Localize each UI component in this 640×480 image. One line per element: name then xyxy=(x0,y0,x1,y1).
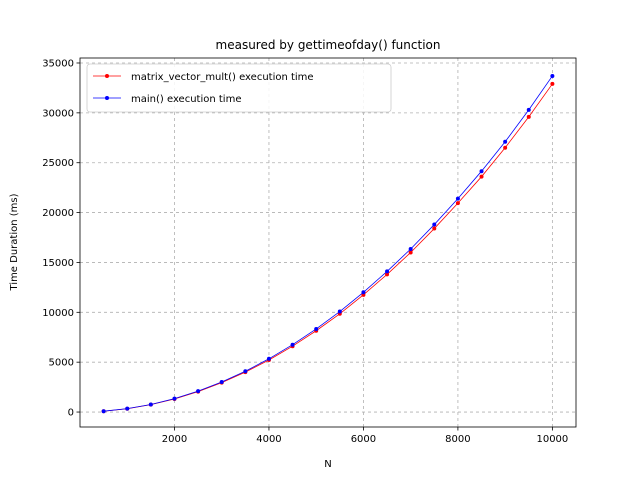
legend-label-main: main() execution time xyxy=(131,94,241,105)
x-tick-label: 10000 xyxy=(536,434,568,445)
legend-marker-matrix-vector-mult xyxy=(105,74,109,78)
data-point-series-1 xyxy=(385,269,390,274)
data-point-series-1 xyxy=(361,290,366,295)
y-tick-label: 5000 xyxy=(49,358,74,369)
data-point-series-0 xyxy=(526,114,531,119)
y-axis-label: Time Duration (ms) xyxy=(9,193,20,291)
series-lines xyxy=(103,75,553,412)
data-point-series-1 xyxy=(219,380,224,385)
data-point-series-1 xyxy=(408,246,413,251)
x-tick-label: 8000 xyxy=(445,434,470,445)
data-point-series-1 xyxy=(243,369,248,374)
legend: matrix_vector_mult() execution time main… xyxy=(86,63,392,113)
data-point-series-0 xyxy=(455,201,460,206)
series-line-1 xyxy=(103,75,553,412)
x-axis-ticks: 2000 4000 6000 8000 10000 xyxy=(162,427,568,445)
data-point-series-1 xyxy=(266,356,271,361)
data-point-series-1 xyxy=(125,406,130,411)
legend-label-matrix-vector-mult: matrix_vector_mult() execution time xyxy=(131,72,314,83)
y-tick-label: 25000 xyxy=(42,158,74,169)
data-point-series-1 xyxy=(479,169,484,174)
data-point-series-1 xyxy=(314,326,319,331)
series-points xyxy=(101,73,555,414)
data-point-series-1 xyxy=(290,342,295,347)
data-point-series-0 xyxy=(503,145,508,150)
data-point-series-1 xyxy=(503,139,508,144)
data-point-series-1 xyxy=(550,73,555,78)
data-point-series-1 xyxy=(101,409,106,414)
data-point-series-1 xyxy=(196,389,201,394)
legend-box xyxy=(86,63,392,113)
y-tick-label: 0 xyxy=(68,408,74,419)
data-point-series-1 xyxy=(172,396,177,401)
x-tick-label: 2000 xyxy=(162,434,187,445)
y-tick-label: 15000 xyxy=(42,258,74,269)
chart-title: measured by gettimeofday() function xyxy=(216,38,441,52)
y-tick-label: 10000 xyxy=(42,308,74,319)
data-point-series-0 xyxy=(550,81,555,86)
data-point-series-1 xyxy=(526,107,531,112)
x-tick-label: 6000 xyxy=(351,434,376,445)
data-point-series-0 xyxy=(432,226,437,231)
data-point-series-1 xyxy=(455,196,460,201)
data-point-series-0 xyxy=(385,272,390,277)
data-point-series-1 xyxy=(432,222,437,227)
y-tick-label: 30000 xyxy=(42,108,74,119)
grid-lines xyxy=(80,58,576,427)
data-point-series-1 xyxy=(337,309,342,314)
data-point-series-1 xyxy=(148,402,153,407)
y-axis-ticks: 0 5000 10000 15000 20000 25000 30000 35000 xyxy=(42,58,80,419)
x-tick-label: 4000 xyxy=(256,434,281,445)
legend-marker-main xyxy=(105,96,109,100)
y-tick-label: 35000 xyxy=(42,58,74,69)
plot-frame xyxy=(79,57,577,428)
y-tick-label: 20000 xyxy=(42,208,74,219)
data-point-series-0 xyxy=(479,174,484,179)
data-point-series-0 xyxy=(408,250,413,255)
x-axis-label: N xyxy=(324,459,331,470)
